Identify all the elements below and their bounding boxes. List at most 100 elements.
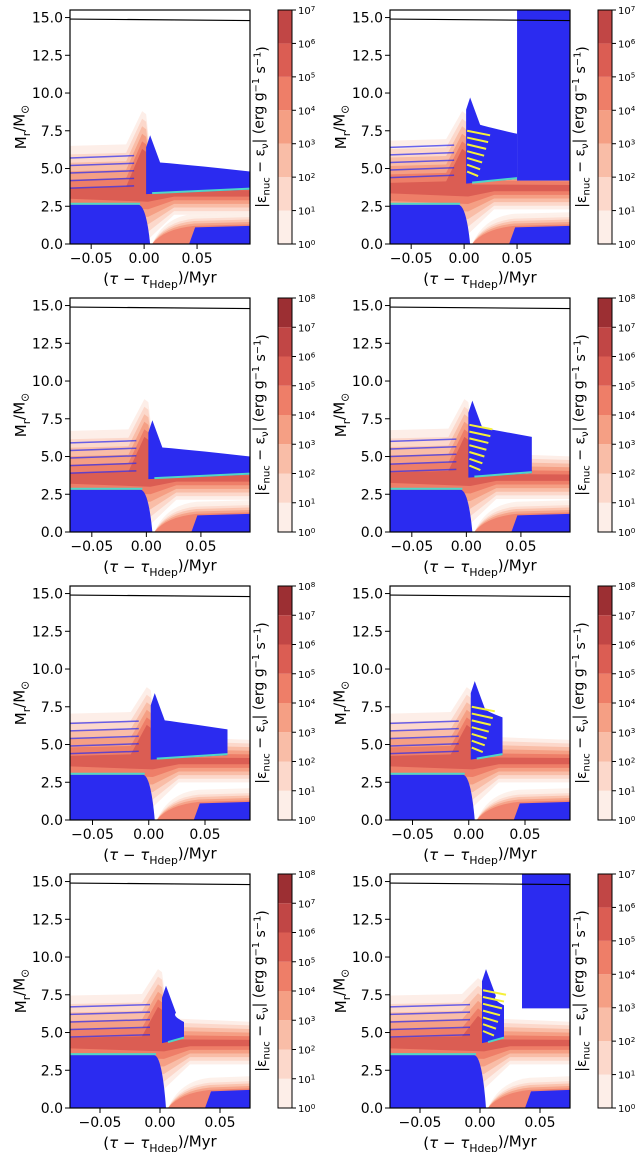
y-tick-label: 0.0 — [41, 237, 63, 253]
y-tick-label: 12.5 — [32, 336, 63, 352]
x-tick-label: −0.05 — [399, 1115, 442, 1131]
convective-streak — [390, 743, 459, 747]
convective-core — [70, 1055, 166, 1108]
y-tick-label: 5.0 — [361, 450, 383, 466]
x-tick-label: −0.05 — [70, 539, 113, 555]
semiconvective-streak — [471, 719, 491, 726]
colorbar-tick-label: 102 — [298, 755, 315, 768]
y-tick-label: 7.5 — [361, 700, 383, 716]
convective-streak — [70, 1026, 151, 1031]
convective-streak — [70, 154, 135, 159]
colorbar-segment — [278, 644, 292, 674]
y-tick-label: 10.0 — [352, 662, 383, 678]
colorbar-tick-label: 106 — [298, 638, 316, 651]
y-tick-label: 2.5 — [361, 1063, 383, 1079]
colorbar-segment — [598, 298, 612, 328]
x-tick-label: 0.05 — [524, 1115, 555, 1131]
plot-area — [390, 874, 570, 1108]
colorbar-tick-label: 103 — [298, 438, 315, 451]
y-axis-label: Mr/M⊙ — [11, 393, 33, 437]
convective-streak — [70, 1011, 151, 1016]
y-tick-label: 5.0 — [41, 450, 63, 466]
x-axis-label: (τ − τHdep)/Myr — [103, 557, 217, 579]
colorbar-segment — [598, 1074, 612, 1108]
kippenhahn-panel-2: 0.0 2.5 5.0 7.5 10.0 12.5 15.0 −0.05 0.00 0.05 (τ … — [331, 4, 636, 291]
colorbar-tick-label: 102 — [298, 171, 315, 184]
colorbar-tick-label: 107 — [298, 4, 315, 17]
late-convective-core — [205, 1089, 250, 1108]
y-tick-label: 15.0 — [352, 11, 383, 27]
colorbar-tick-label: 100 — [618, 814, 636, 827]
colorbar-segment — [598, 356, 612, 386]
colorbar-tick-label: 108 — [298, 292, 316, 305]
y-tick-label: 0.0 — [41, 813, 63, 829]
semiconvective-streak — [482, 1016, 499, 1023]
semiconvective-streak — [468, 464, 481, 472]
colorbar-segment — [278, 874, 292, 904]
colorbar-tick-label: 107 — [618, 4, 635, 17]
convective-streak — [70, 455, 137, 459]
y-tick-label: 7.5 — [41, 412, 63, 428]
colorbar-tick-label: 101 — [298, 1073, 315, 1086]
convective-core — [390, 204, 471, 244]
y-tick-label: 5.0 — [41, 738, 63, 754]
x-tick-label: −0.05 — [71, 827, 114, 843]
colorbar-segment — [278, 210, 292, 244]
semiconvective-streak — [466, 136, 489, 144]
colorbar-segment — [278, 761, 292, 791]
convective-shell — [468, 400, 532, 478]
late-convective-core — [509, 225, 570, 244]
colorbar-segment — [598, 43, 612, 77]
colorbar-tick-label: 103 — [618, 1001, 635, 1014]
y-tick-label: 0.0 — [361, 525, 383, 541]
shell-overshoot-edge — [167, 1036, 185, 1044]
colorbar-segment — [278, 961, 292, 991]
colorbar-label: |εnuc − εν| (erg g−1 s−1) — [251, 46, 273, 208]
y-tick-label: 0.0 — [41, 525, 63, 541]
convective-core — [70, 204, 151, 244]
colorbar-segment — [598, 1041, 612, 1075]
colorbar-tick-label: 100 — [298, 814, 316, 827]
colorbar-tick-label: 105 — [618, 935, 635, 948]
semiconvective-streak — [471, 726, 490, 733]
y-tick-label: 10.0 — [352, 950, 383, 966]
x-tick-label: −0.05 — [390, 251, 433, 267]
colorbar-label: |εnuc − εν| (erg g−1 s−1) — [571, 910, 593, 1072]
colorbar-segment — [598, 110, 612, 144]
y-tick-label: 15.0 — [352, 587, 383, 603]
colorbar-segment — [278, 327, 292, 357]
x-tick-label: 0.05 — [185, 539, 216, 555]
colorbar-segment — [278, 790, 292, 820]
colorbar-segment — [598, 415, 612, 445]
colorbar-tick-label: 101 — [618, 497, 635, 510]
colorbar-tick-label: 104 — [298, 697, 316, 710]
burning-contour-level-5 — [390, 724, 570, 770]
colorbar-tick-label: 101 — [618, 785, 635, 798]
kippenhahn-panel-4: 0.0 2.5 5.0 7.5 10.0 12.5 15.0 −0.05 0.00 0.05 (τ … — [331, 292, 636, 579]
colorbar-tick-label: 107 — [298, 897, 315, 910]
colorbar-tick-label: 101 — [618, 1068, 635, 1081]
y-tick-label: 2.5 — [41, 1063, 63, 1079]
colorbar-tick-label: 101 — [298, 497, 315, 510]
convective-streak — [390, 167, 455, 171]
colorbar-tick-label: 106 — [298, 926, 316, 939]
stellar-surface-line — [390, 882, 570, 886]
colorbar-segment — [598, 76, 612, 111]
x-axis-label: (τ − τHdep)/Myr — [423, 557, 537, 579]
colorbar-segment — [598, 644, 612, 674]
colorbar-segment — [598, 210, 612, 244]
colorbar-tick-label: 108 — [298, 580, 316, 593]
convective-streak — [70, 750, 139, 755]
colorbar-tick-label: 107 — [298, 321, 315, 334]
colorbar-tick-label: 106 — [618, 37, 636, 50]
convective-streak — [390, 735, 459, 740]
colorbar-segment — [598, 473, 612, 503]
y-tick-label: 15.0 — [352, 875, 383, 891]
colorbar-segment — [278, 43, 292, 77]
colorbar-segment — [598, 907, 612, 941]
colorbar-tick-label: 100 — [618, 526, 636, 539]
convective-streak — [390, 461, 457, 465]
colorbar-tick-label: 100 — [618, 1102, 636, 1115]
colorbar-tick-label: 104 — [618, 409, 636, 422]
axes-frame — [389, 297, 571, 533]
